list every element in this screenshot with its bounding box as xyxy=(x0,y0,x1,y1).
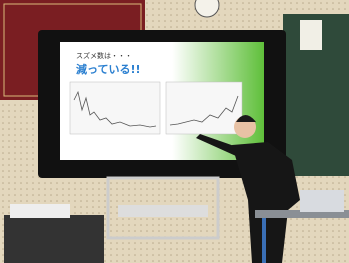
basket xyxy=(10,204,70,218)
stand-shelf xyxy=(118,205,208,217)
graph-right xyxy=(166,82,242,134)
scene: スズメ数は・・・ 減っている!! xyxy=(0,0,349,263)
desk-leg xyxy=(262,218,266,263)
laptop xyxy=(300,190,344,212)
cabinet xyxy=(4,215,104,263)
slide-subtitle: スズメ数は・・・ xyxy=(76,51,132,60)
slide-title: 減っている!! xyxy=(76,62,140,76)
notice xyxy=(300,20,322,50)
